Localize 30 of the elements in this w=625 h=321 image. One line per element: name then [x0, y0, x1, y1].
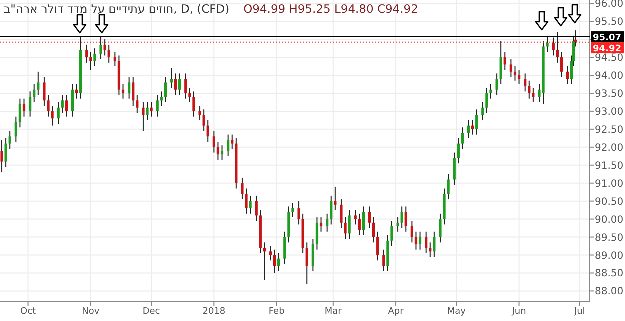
x-tick-label: May [447, 307, 467, 317]
y-tick-label: 89.50 [595, 232, 624, 244]
y-tick-label: 94.00 [595, 71, 624, 82]
x-tick-label: Oct [20, 307, 37, 317]
chart-title: חוזים עתידיים על מדד דולר ארה"ב, D, (CFD) [4, 2, 230, 16]
y-tick-label: 94.50 [595, 53, 624, 64]
y-tick-label: 88.00 [595, 286, 624, 298]
y-tick-label: 92.00 [595, 142, 624, 154]
x-tick-label: Jul [573, 307, 586, 317]
y-tick-label: 93.00 [595, 106, 624, 118]
x-tick-label: Dec [142, 307, 160, 317]
y-tick-label: 91.50 [595, 160, 624, 172]
x-tick-label: 2018 [202, 307, 226, 317]
x-tick-label: Apr [388, 307, 404, 317]
x-tick-label: Mar [324, 307, 342, 317]
y-tick-label: 90.50 [595, 196, 624, 208]
y-tick-label: 88.50 [595, 268, 624, 280]
y-tick-label: 92.50 [595, 124, 624, 136]
y-tick-label: 89.00 [595, 250, 624, 262]
y-tick-label: 93.50 [595, 88, 624, 100]
y-tick-label: 96.00 [595, 0, 624, 10]
y-tick-label: 95.50 [595, 17, 624, 28]
x-tick-label: Feb [268, 307, 286, 317]
x-tick-label: Jun [511, 307, 526, 317]
annotation: O94.99 H95.25 L94.80 C94.92 [244, 2, 418, 16]
y-tick-label: 90.00 [595, 214, 624, 226]
ref-line-label: 95.07 [593, 34, 622, 44]
y-tick-label: 91.00 [595, 178, 624, 190]
x-tick-label: Nov [82, 307, 100, 317]
ref-line-label: 94.92 [593, 44, 622, 55]
